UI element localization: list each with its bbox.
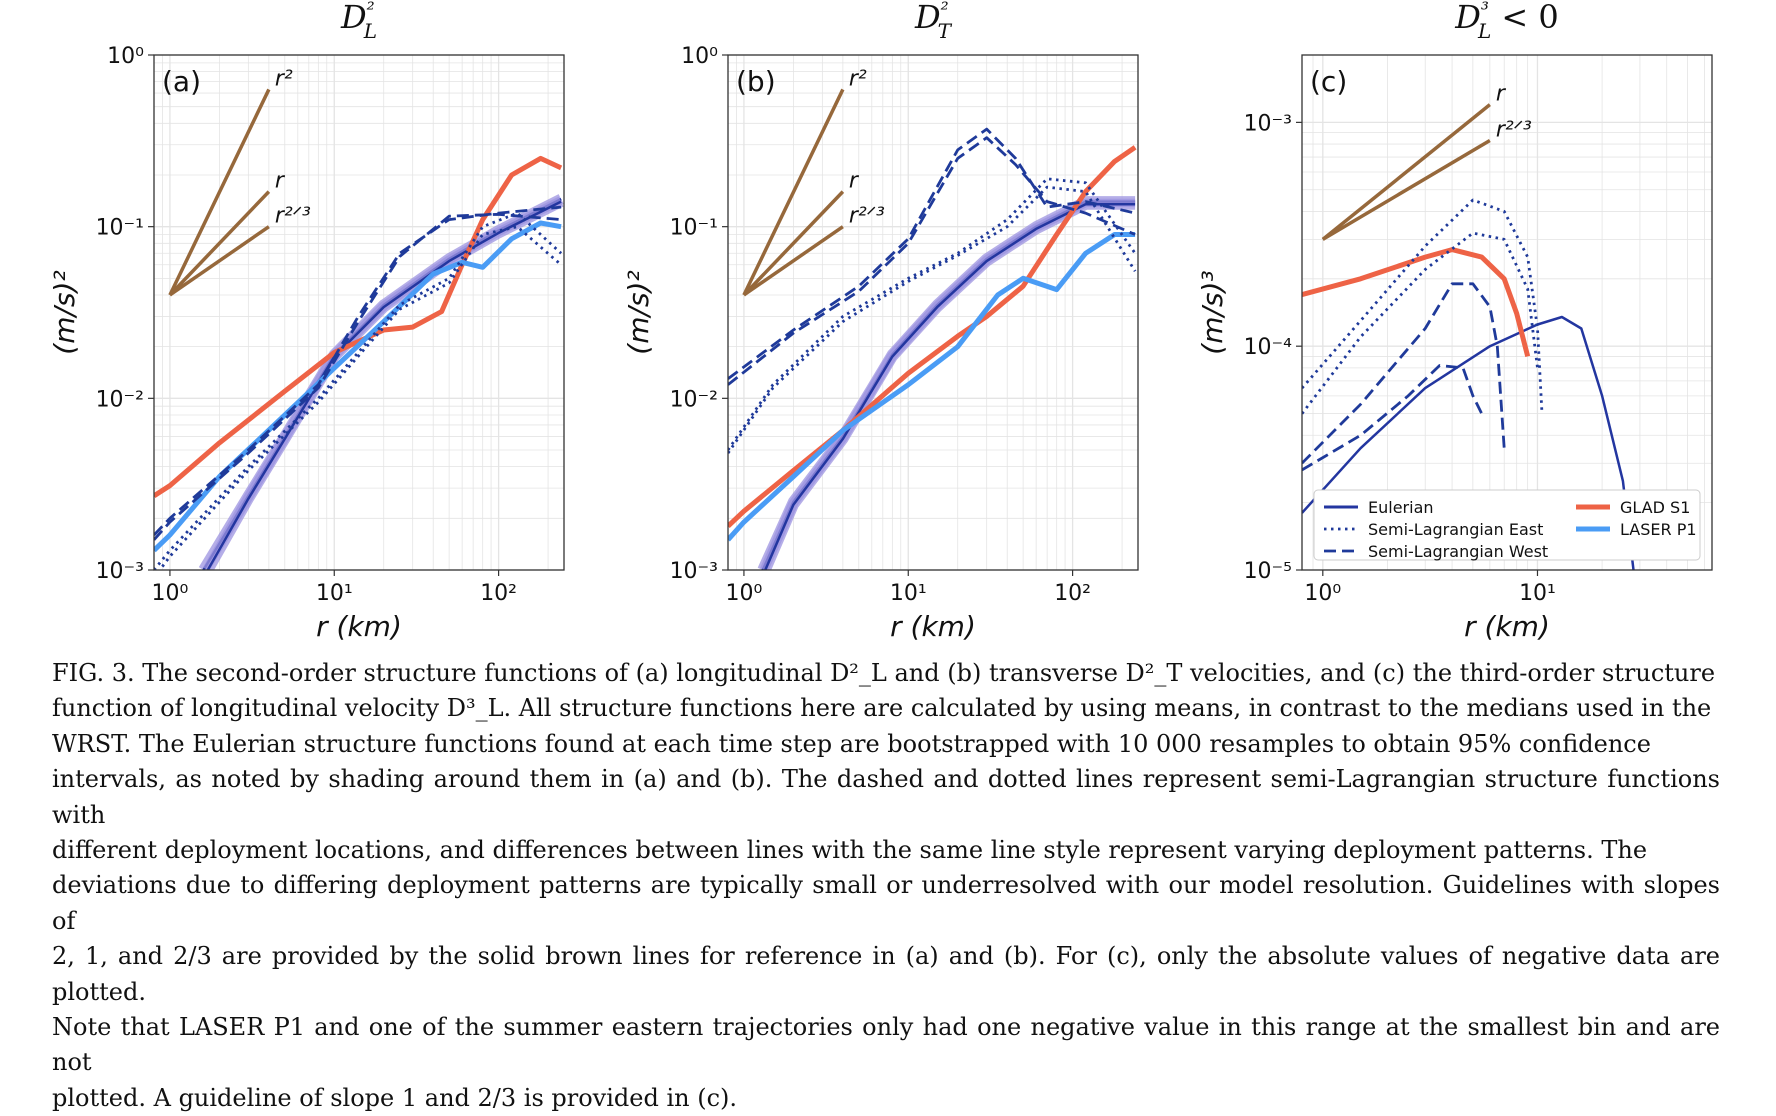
guideline <box>168 88 271 296</box>
series-line-semi-dashed <box>154 205 562 536</box>
y-tick-label: 10⁻³ <box>1244 111 1292 136</box>
confidence-band <box>198 194 564 570</box>
caption-line: different deployment locations, and diff… <box>52 836 1648 865</box>
caption-line: intervals, as noted by shading around th… <box>52 765 1720 829</box>
series-line-semi-dotted <box>154 211 563 570</box>
x-tick-label: 10² <box>1054 581 1091 606</box>
guideline <box>1321 138 1491 241</box>
panel-title: D² T <box>914 0 953 43</box>
y-axis-label: (m/s)² <box>622 270 655 354</box>
x-tick-label: 10⁰ <box>1304 581 1341 606</box>
y-tick-label: 10⁻¹ <box>670 216 718 241</box>
x-tick-label: 10⁰ <box>726 581 763 606</box>
guideline <box>1321 103 1491 241</box>
panel-letter: (c) <box>1310 65 1347 98</box>
guideline <box>742 225 844 297</box>
series-line-semi-dashed <box>1302 364 1483 472</box>
y-tick-label: 10⁻² <box>670 387 718 412</box>
guideline <box>168 190 271 297</box>
y-tick-label: 10⁻² <box>96 387 144 412</box>
legend-label: LASER P1 <box>1620 520 1697 539</box>
x-tick-label: 10⁰ <box>152 581 189 606</box>
y-tick-label: 10⁻³ <box>96 559 144 584</box>
caption-line: 2, 1, and 2/3 are provided by the solid … <box>52 942 1720 1006</box>
panel-letter: (a) <box>162 65 201 98</box>
guideline-label: r² <box>275 66 293 91</box>
series-line-eulerian-solid <box>1302 315 1635 570</box>
series-line-semi-dashed <box>728 127 1136 380</box>
guideline <box>742 88 845 296</box>
guideline-label: r <box>275 169 286 194</box>
plot-frame <box>727 54 1139 571</box>
series-line-laser-solid <box>728 232 1136 542</box>
y-tick-label: 10⁻⁵ <box>1244 559 1292 584</box>
guideline-label: r²ᐟ³ <box>849 204 885 229</box>
caption-line: Note that LASER P1 and one of the summer… <box>52 1013 1720 1077</box>
caption-line: function of longitudinal velocity D³_L. … <box>52 694 1712 723</box>
series-line-semi-dotted <box>1302 231 1539 415</box>
series-line-eulerian-solid <box>206 200 562 570</box>
guideline-label: r <box>1496 82 1507 107</box>
guideline-label: r²ᐟ³ <box>1496 117 1532 142</box>
figure-3-plots: r² r r²ᐟ³ 10⁰ 10¹ 10² 10⁻³ 10⁻² 10⁻¹ 10⁰ r (km) (m/… <box>48 0 1713 643</box>
panel-c: r r²ᐟ³ 10⁰ 10¹ 10⁻⁵ 10⁻⁴ 10⁻³ r (km) (m/s)³ (c) D³… <box>1196 0 1713 643</box>
x-axis-label: r (km) <box>1464 610 1550 643</box>
series-line-semi-dotted <box>728 185 1137 454</box>
confidence-band <box>203 196 564 570</box>
panel-letter: (b) <box>736 65 776 98</box>
caption-line: deviations due to differing deployment p… <box>52 871 1720 935</box>
grid-lines <box>727 54 1138 571</box>
guideline <box>168 225 270 297</box>
plot-frame <box>1301 54 1713 571</box>
guideline <box>742 190 845 297</box>
x-tick-label: 10¹ <box>1519 581 1556 606</box>
legend-label: Semi-Lagrangian West <box>1368 542 1548 561</box>
plot-frame <box>153 54 565 571</box>
x-tick-label: 10¹ <box>316 581 353 606</box>
legend-label: GLAD S1 <box>1620 498 1690 517</box>
series-line-semi-dashed <box>728 136 1136 386</box>
series-group <box>728 127 1137 570</box>
guideline-label: r²ᐟ³ <box>275 204 311 229</box>
caption-line: FIG. 3. The second-order structure funct… <box>52 659 1716 687</box>
y-tick-label: 10⁻⁴ <box>1244 335 1293 360</box>
y-tick-label: 10⁻³ <box>670 559 718 584</box>
series-line-eulerian-solid <box>761 200 1136 570</box>
x-tick-label: 10¹ <box>890 581 927 606</box>
x-axis-label: r (km) <box>890 610 976 643</box>
panel-a: r² r r²ᐟ³ 10⁰ 10¹ 10² 10⁻³ 10⁻² 10⁻¹ 10⁰ r (km) (m/… <box>48 0 565 643</box>
y-tick-label: 10⁰ <box>681 44 718 69</box>
y-tick-label: 10⁰ <box>107 44 144 69</box>
series-line-semi-dashed <box>1302 282 1506 465</box>
x-tick-label: 10² <box>480 581 517 606</box>
confidence-band <box>757 196 1136 570</box>
guideline-label: r <box>849 169 860 194</box>
series-group <box>1302 198 1635 570</box>
legend-label: Eulerian <box>1368 498 1434 517</box>
y-axis-label: (m/s)² <box>48 270 81 354</box>
panel-b: r² r r²ᐟ³ 10⁰ 10¹ 10² 10⁻³ 10⁻² 10⁻¹ 10⁰ r (km) (m/… <box>622 0 1139 643</box>
caption-line: WRST. The Eulerian structure functions f… <box>52 729 1651 758</box>
x-axis-label: r (km) <box>316 610 402 643</box>
series-line-eulerian-solid <box>202 197 562 570</box>
series-line-semi-dotted <box>158 225 563 570</box>
guideline-label: r² <box>849 66 867 91</box>
series-group <box>154 155 564 570</box>
series-line-glad-solid <box>154 155 563 498</box>
series-line-semi-dashed <box>154 212 562 541</box>
y-tick-label: 10⁻¹ <box>96 216 144 241</box>
panel-title: D³ L < 0 <box>1454 0 1558 43</box>
series-line-glad-solid <box>1302 247 1531 358</box>
legend-label: Semi-Lagrangian East <box>1368 520 1543 539</box>
y-axis-label: (m/s)³ <box>1196 270 1229 354</box>
figure-caption: FIG. 3. The second-order structure funct… <box>52 656 1720 1116</box>
series-line-semi-dotted <box>1302 198 1544 414</box>
caption-line: plotted. A guideline of slope 1 and 2/3 … <box>52 1083 738 1112</box>
panel-title: D² L <box>340 0 377 43</box>
series-line-semi-dotted <box>728 177 1137 451</box>
grid-lines <box>153 54 564 571</box>
legend: Eulerian Semi-Lagrangian East Semi-Lagrang… <box>1313 489 1701 561</box>
